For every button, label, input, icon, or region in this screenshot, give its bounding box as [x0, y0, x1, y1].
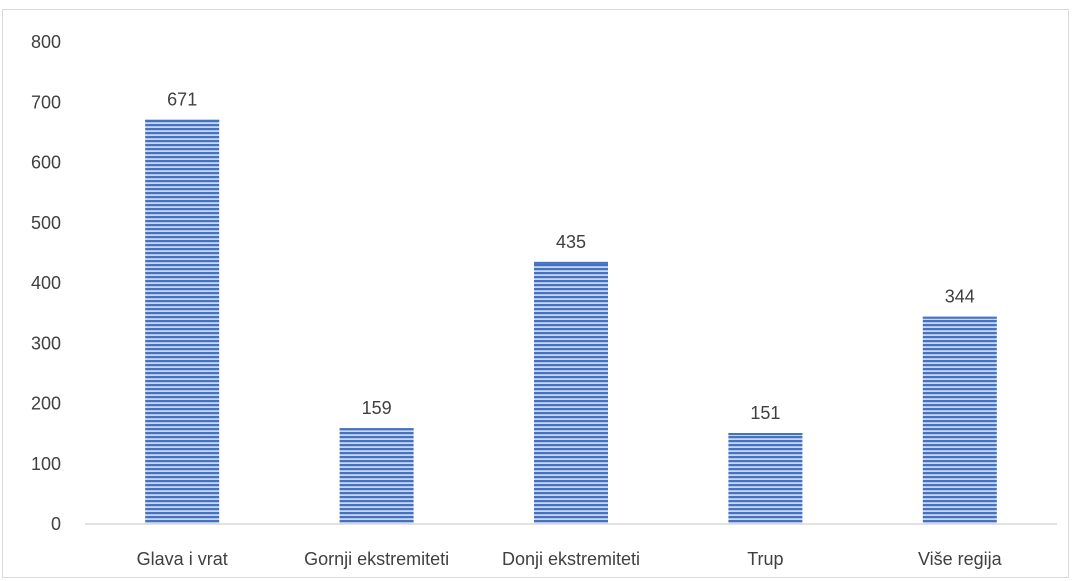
bar-top-edge: [534, 261, 608, 264]
category-label: Donji ekstremiteti: [502, 549, 640, 569]
y-axis-tick-labels: 0 100 200 300 400 500 600 700 800: [31, 32, 61, 534]
data-label: 159: [362, 398, 392, 418]
category-label: Trup: [747, 549, 783, 569]
bar: [728, 433, 803, 524]
y-tick-label: 100: [31, 454, 61, 474]
y-tick-label: 700: [31, 92, 61, 112]
category-label: Gornji ekstremiteti: [304, 549, 449, 569]
bar: [339, 428, 414, 524]
category-label: Više regija: [918, 549, 1003, 569]
data-label: 671: [167, 90, 197, 110]
bar: [534, 261, 608, 524]
bar-top-edge: [922, 316, 997, 319]
data-label: 435: [556, 232, 586, 252]
bar-top-edge: [339, 428, 414, 431]
bar-top-edge: [145, 119, 220, 122]
data-label: 344: [945, 287, 975, 307]
y-tick-label: 400: [31, 273, 61, 293]
y-tick-label: 200: [31, 394, 61, 414]
bar: [922, 316, 997, 524]
y-tick-label: 600: [31, 153, 61, 173]
y-tick-label: 800: [31, 32, 61, 52]
y-tick-label: 0: [51, 514, 61, 534]
y-tick-label: 300: [31, 333, 61, 353]
x-axis-category-labels: Glava i vrat Gornji ekstremiteti Donji eks…: [137, 549, 1003, 569]
bar: [145, 119, 220, 524]
bars: [145, 119, 997, 524]
y-tick-label: 500: [31, 213, 61, 233]
data-labels: 671 159 435 151 344: [167, 90, 975, 423]
bar-top-edge: [728, 433, 803, 436]
category-label: Glava i vrat: [137, 549, 228, 569]
data-label: 151: [750, 403, 780, 423]
